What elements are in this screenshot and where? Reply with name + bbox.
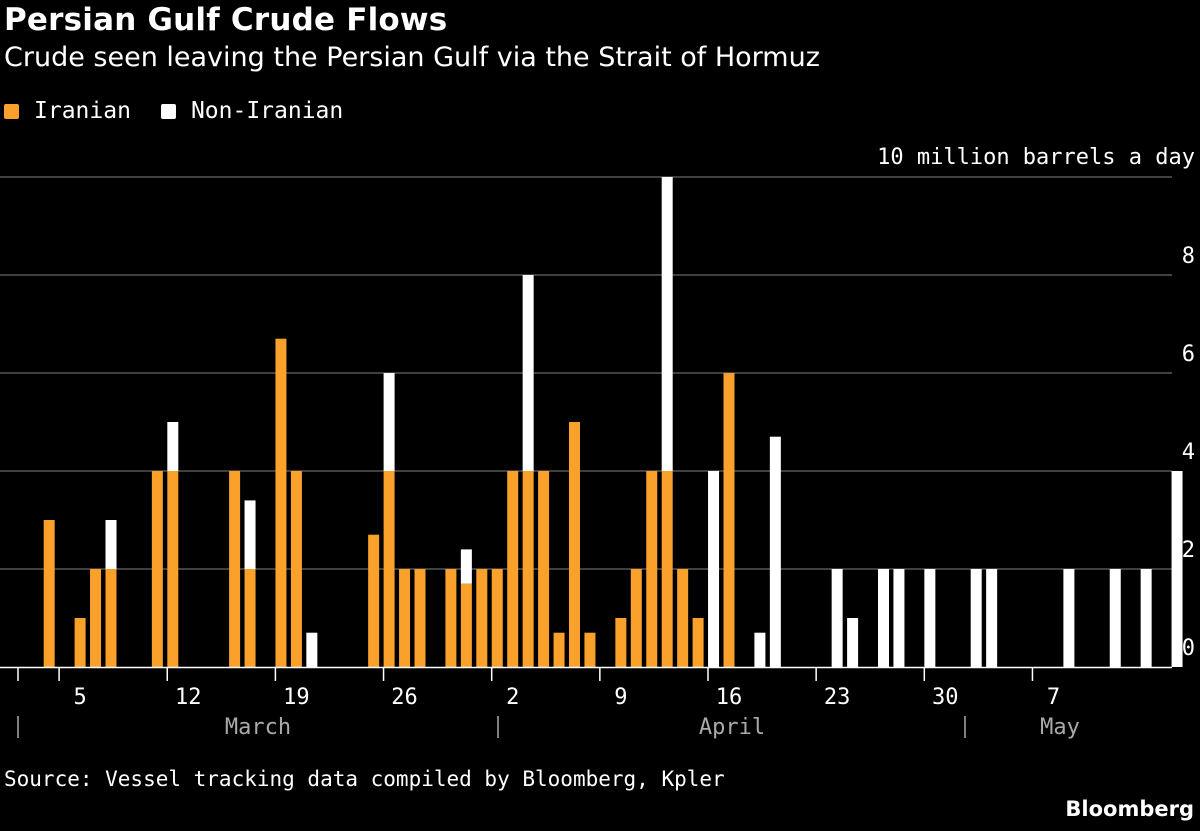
x-tick-label: 19 [283, 685, 310, 710]
bar-non-iranian [522, 275, 534, 471]
month-label: March [225, 715, 291, 740]
bar-iranian [661, 471, 673, 667]
bar-iranian [460, 583, 472, 667]
month-label: May [1040, 715, 1080, 740]
bar-non-iranian [708, 471, 720, 667]
bar-iranian [399, 569, 411, 667]
bar-non-iranian [924, 569, 936, 667]
bar-iranian [553, 632, 565, 667]
bar-iranian [584, 632, 596, 667]
y-tick-label: 2 [1182, 538, 1195, 563]
bar-iranian [275, 338, 287, 667]
legend-swatch-non-iranian [160, 103, 176, 119]
x-tick-label: 23 [824, 685, 851, 710]
legend-label-iranian: Iranian [34, 98, 131, 124]
bar-iranian [43, 520, 55, 667]
bar-iranian [368, 534, 380, 667]
bar-non-iranian [986, 569, 998, 667]
bar-non-iranian [244, 500, 256, 569]
x-tick-label: 12 [175, 685, 202, 710]
bar-iranian [538, 471, 550, 667]
bar-non-iranian [1171, 471, 1183, 667]
bar-iranian [507, 471, 519, 667]
bar-iranian [476, 569, 488, 667]
chart-title: Persian Gulf Crude Flows [4, 2, 448, 38]
gridlines: 0 2 4 6 8 [0, 176, 1195, 661]
bar-non-iranian [847, 618, 859, 667]
bar-non-iranian [970, 569, 982, 667]
bar-non-iranian [1140, 569, 1152, 667]
axes: 5 12 19 26 2 9 16 23 30 7 March April May [0, 666, 1172, 740]
legend-item-non-iranian: Non-Iranian [160, 98, 344, 124]
bar-non-iranian [661, 177, 673, 471]
bar-chart: 0 2 4 6 8 5 12 19 26 2 9 16 23 30 7 March April May 10 m… [0, 145, 1195, 740]
bar-iranian [105, 569, 117, 667]
bar-non-iranian [460, 549, 472, 584]
bar-iranian [229, 471, 241, 667]
bar-iranian [692, 618, 704, 667]
bar-iranian [646, 471, 658, 667]
bar-iranian [445, 569, 457, 667]
bar-non-iranian [893, 569, 905, 667]
bar-iranian [522, 471, 534, 667]
x-tick-label: 5 [73, 685, 86, 710]
bar-iranian [167, 471, 179, 667]
month-label: April [699, 715, 765, 740]
y-tick-label: 6 [1182, 342, 1195, 367]
bar-non-iranian [831, 569, 843, 667]
bar-iranian [723, 373, 735, 667]
legend-swatch-iranian [4, 103, 19, 119]
y-tick-label: 4 [1182, 440, 1195, 465]
bar-iranian [90, 569, 102, 667]
bar-iranian [677, 569, 689, 667]
bar-iranian [491, 569, 503, 667]
x-tick-label: 30 [932, 685, 959, 710]
bar-non-iranian [167, 422, 179, 471]
y-tick-label: 0 [1182, 636, 1195, 661]
legend: Iranian Non-Iranian [4, 98, 373, 124]
bar-non-iranian [769, 436, 781, 667]
legend-label-non-iranian: Non-Iranian [190, 98, 344, 124]
bar-non-iranian [383, 373, 395, 471]
bar-iranian [569, 422, 580, 667]
bar-iranian [74, 618, 86, 667]
bar-non-iranian [1109, 569, 1121, 667]
y-axis-unit-label: 10 million barrels a day [877, 145, 1195, 170]
bar-iranian [383, 471, 395, 667]
bar-iranian [630, 569, 642, 667]
bar-non-iranian [754, 632, 766, 667]
x-tick-label: 16 [716, 685, 743, 710]
bar-iranian [244, 569, 256, 667]
bar-iranian [615, 618, 627, 667]
bars [43, 177, 1183, 667]
x-tick-label: 7 [1047, 685, 1060, 710]
bar-non-iranian [105, 520, 117, 569]
x-tick-label: 2 [506, 685, 519, 710]
bar-non-iranian [1063, 569, 1075, 667]
source-note: Source: Vessel tracking data compiled by… [4, 767, 725, 791]
x-tick-label: 26 [391, 685, 418, 710]
bar-non-iranian [306, 632, 318, 667]
bar-iranian [151, 471, 163, 667]
chart-subtitle: Crude seen leaving the Persian Gulf via … [4, 42, 820, 73]
bar-iranian [290, 471, 302, 667]
legend-item-iranian: Iranian [4, 98, 131, 124]
bloomberg-logo: Bloomberg [1065, 797, 1194, 821]
y-tick-label: 8 [1182, 244, 1195, 269]
bar-non-iranian [878, 569, 889, 667]
bar-iranian [414, 569, 426, 667]
x-tick-label: 9 [614, 685, 627, 710]
